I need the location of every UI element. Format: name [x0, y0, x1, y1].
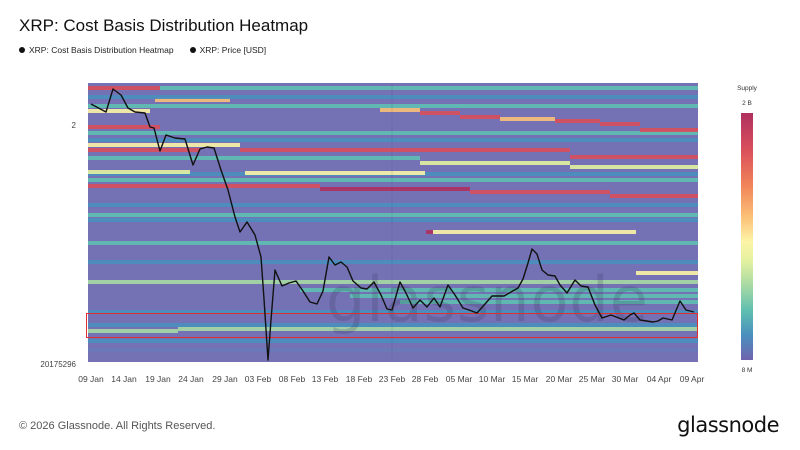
x-axis-label: 14 Jan — [111, 374, 137, 384]
heatmap-band — [160, 86, 698, 90]
chart-title: XRP: Cost Basis Distribution Heatmap — [19, 16, 309, 35]
x-axis-label: 09 Apr — [679, 374, 705, 384]
heatmap-band — [88, 170, 190, 174]
heatmap-band — [88, 218, 698, 222]
heatmap-band — [555, 119, 600, 123]
heatmap-band — [88, 184, 180, 188]
heatmap-band — [88, 131, 698, 135]
colorbar-title: Supply — [737, 85, 757, 92]
x-axis-label: 25 Mar — [578, 374, 606, 384]
heatmap-band — [433, 230, 636, 234]
legend-item-price[interactable]: XRP: Price [USD] — [189, 45, 267, 55]
heatmap-band — [88, 109, 150, 113]
heatmap-band — [180, 184, 320, 188]
x-axis-label: 24 Jan — [178, 374, 204, 384]
x-axis-label: 05 Mar — [445, 374, 473, 384]
x-axis-label: 08 Feb — [278, 374, 306, 384]
heatmap-band — [88, 203, 698, 207]
x-axis-label: 29 Jan — [212, 374, 238, 384]
heatmap-band — [88, 348, 698, 352]
heatmap-band — [420, 161, 570, 165]
x-axis-label: 13 Feb — [311, 374, 339, 384]
heatmap-band — [88, 339, 698, 343]
colorbar — [741, 113, 753, 360]
heatmap-band — [570, 155, 698, 159]
x-axis-label: 15 Mar — [511, 374, 539, 384]
heatmap-band — [88, 148, 200, 152]
x-axis-label: 03 Feb — [244, 374, 272, 384]
x-axis-label: 09 Jan — [78, 374, 104, 384]
heatmap-band — [600, 122, 640, 126]
heatmap-band — [88, 241, 698, 245]
legend-item-heatmap[interactable]: XRP: Cost Basis Distribution Heatmap — [19, 45, 174, 55]
legend-dot-icon — [19, 47, 25, 53]
x-axis-label: 19 Jan — [145, 374, 171, 384]
heatmap-band — [610, 194, 698, 198]
glassnode-logo[interactable]: glassnode — [677, 413, 779, 437]
heatmap-band — [88, 156, 420, 160]
x-axis-labels: 09 Jan 14 Jan 19 Jan 24 Jan 29 Jan 03 Feb 08 F… — [0, 374, 800, 388]
colorbar-min-label: 8 M — [741, 367, 753, 374]
y-axis-label: 20175296 — [40, 360, 76, 369]
heatmap-band — [240, 148, 570, 152]
x-axis-label: 23 Feb — [378, 374, 406, 384]
heatmap-band — [570, 165, 698, 169]
x-axis-label: 20 Mar — [545, 374, 573, 384]
heatmap-band — [320, 187, 470, 191]
heatmap-band — [500, 117, 555, 121]
legend-dot-icon — [189, 47, 196, 53]
chart-legend: XRP: Cost Basis Distribution Heatmap XRP… — [19, 45, 266, 55]
heatmap-band — [380, 108, 420, 112]
heatmap-band — [88, 213, 698, 217]
heatmap-band — [88, 104, 698, 108]
x-axis-label: 04 Apr — [646, 374, 672, 384]
colorbar-max-label: 2 B — [742, 100, 752, 107]
copyright-text: © 2026 Glassnode. All Rights Reserved. — [19, 420, 216, 432]
heatmap-band — [88, 178, 698, 182]
heatmap-band — [460, 115, 500, 119]
heatmap-band — [88, 138, 698, 142]
highlight-rectangle — [86, 313, 698, 338]
heatmap-band — [426, 230, 433, 234]
heatmap-band — [420, 111, 460, 115]
x-axis-label: 30 Mar — [611, 374, 639, 384]
legend-label-heatmap: XRP: Cost Basis Distribution Heatmap — [29, 45, 174, 55]
heatmap-band — [88, 143, 240, 147]
heatmap-band — [245, 171, 425, 175]
x-axis-label: 28 Feb — [411, 374, 439, 384]
x-axis-label: 10 Mar — [478, 374, 506, 384]
heatmap-band — [88, 86, 160, 90]
x-axis-label: 18 Feb — [345, 374, 373, 384]
legend-label-price: XRP: Price [USD] — [199, 45, 267, 55]
heatmap-band — [640, 128, 698, 132]
heatmap-band — [88, 125, 160, 129]
y-axis-label: 2 — [71, 121, 76, 130]
heatmap-band — [470, 190, 610, 194]
heatmap-band — [88, 95, 698, 99]
